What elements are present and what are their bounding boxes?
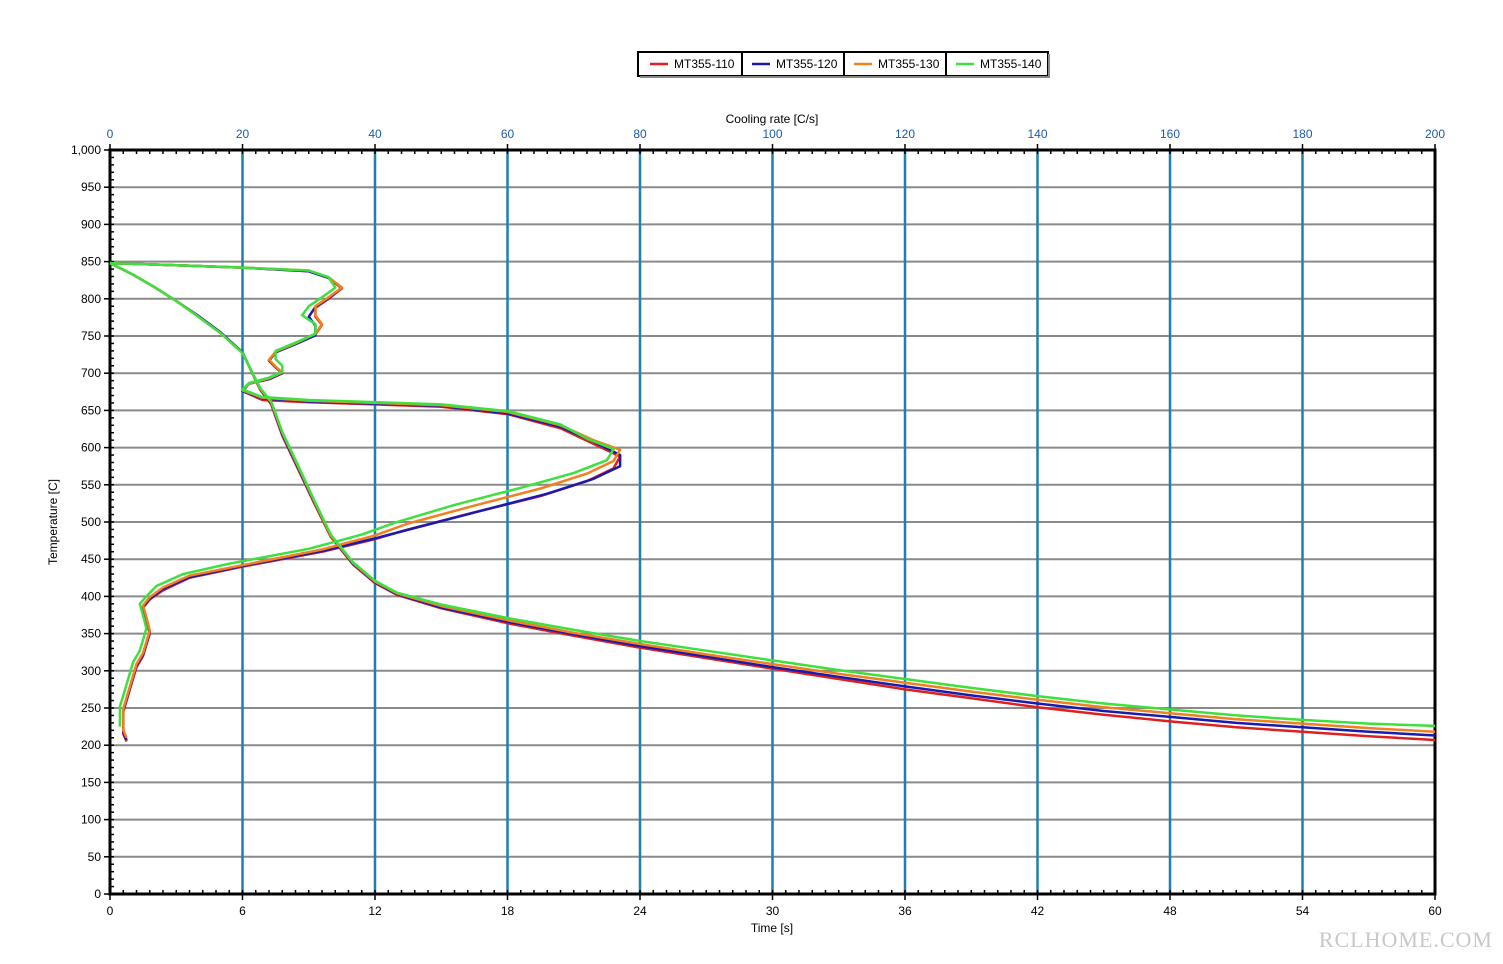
- x2-tick-label: 140: [1027, 127, 1047, 141]
- y-tick-label: 100: [81, 813, 101, 827]
- x-tick-label: 30: [766, 904, 780, 918]
- x-tick-label: 36: [898, 904, 912, 918]
- x-axis-ticks: 0 6 12 18 24 30 36 42 48 54 60: [107, 894, 1442, 918]
- y-tick-label: 200: [81, 738, 101, 752]
- plot-area: [108, 148, 1437, 896]
- y-tick-label: 500: [81, 515, 101, 529]
- y-tick-label: 150: [81, 775, 101, 789]
- y-tick-label: 300: [81, 664, 101, 678]
- y-tick-label: 50: [88, 850, 102, 864]
- watermark-text: RCLHOME.COM: [1319, 927, 1493, 952]
- x2-tick-label: 40: [368, 127, 382, 141]
- legend-label-MT355-130: MT355-130: [878, 57, 940, 71]
- x-tick-label: 42: [1031, 904, 1045, 918]
- y-tick-label: 600: [81, 441, 101, 455]
- temperature-time-line: [109, 261, 1436, 728]
- x-axis-title: Time [s]: [751, 921, 793, 935]
- x2-tick-label: 200: [1425, 127, 1445, 141]
- legend-label-MT355-140: MT355-140: [980, 57, 1042, 71]
- series-layer: [109, 261, 1436, 743]
- y-tick-label: 650: [81, 403, 101, 417]
- x2-tick-label: 0: [107, 127, 114, 141]
- cooling-rate-line: [109, 261, 622, 743]
- x-tick-label: 6: [239, 904, 246, 918]
- series-MT355-140: [109, 261, 1436, 728]
- x2-tick-label: 60: [501, 127, 515, 141]
- x2-tick-label: 160: [1160, 127, 1180, 141]
- legend-label-MT355-120: MT355-120: [776, 57, 838, 71]
- legend: MT355-110 MT355-120 MT355-130 MT355-140: [637, 51, 1050, 78]
- y-tick-label: 1,000: [71, 143, 101, 157]
- x2-tick-label: 180: [1292, 127, 1312, 141]
- x-tick-label: 54: [1296, 904, 1310, 918]
- x2-tick-label: 80: [633, 127, 647, 141]
- y-tick-label: 700: [81, 366, 101, 380]
- y-tick-label: 850: [81, 255, 101, 269]
- y-tick-label: 950: [81, 180, 101, 194]
- x-tick-label: 0: [107, 904, 114, 918]
- cooling-rate-line: [109, 261, 622, 741]
- x-tick-label: 60: [1428, 904, 1442, 918]
- y-tick-label: 800: [81, 292, 101, 306]
- vertical-gridlines: [109, 149, 1436, 895]
- y-tick-label: 900: [81, 217, 101, 231]
- x-tick-label: 48: [1163, 904, 1177, 918]
- y-tick-label: 350: [81, 627, 101, 641]
- y-tick-label: 250: [81, 701, 101, 715]
- x-tick-label: 12: [368, 904, 382, 918]
- y-axis-title: Temperature [C]: [46, 479, 60, 565]
- secondary-x-axis-title: Cooling rate [C/s]: [726, 112, 819, 126]
- cooling-rate-line: [109, 261, 622, 739]
- x2-tick-label: 100: [762, 127, 782, 141]
- x2-tick-label: 20: [236, 127, 250, 141]
- x-tick-label: 24: [633, 904, 647, 918]
- y-tick-label: 450: [81, 552, 101, 566]
- y-tick-label: 750: [81, 329, 101, 343]
- x-tick-label: 18: [501, 904, 515, 918]
- legend-label-MT355-110: MT355-110: [674, 57, 735, 71]
- y-tick-label: 550: [81, 478, 101, 492]
- x2-tick-label: 120: [895, 127, 915, 141]
- cooling-rate-line: [109, 261, 615, 727]
- y-axis-ticks: 0 50 100 150 200 250 300 350 400 450 500 550 600 650 7…: [71, 143, 110, 901]
- y-tick-label: 400: [81, 589, 101, 603]
- y-tick-label: 0: [94, 887, 101, 901]
- secondary-x-axis-ticks: 0 20 40 60 80 100 120 140 160 180 200: [107, 127, 1445, 150]
